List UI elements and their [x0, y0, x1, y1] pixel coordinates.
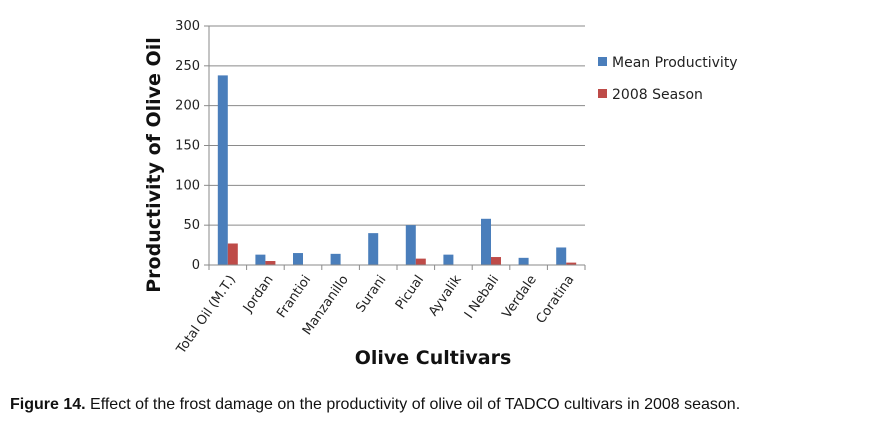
figure-caption-label: Figure 14. — [10, 396, 86, 413]
x-tick-label-i-nebali: I Nebali — [462, 273, 502, 322]
bar-2008-season-picual — [415, 258, 426, 265]
y-tick-label-50: 50 — [183, 218, 200, 233]
legend-label-2008-season: 2008 Season — [612, 87, 703, 103]
bar-mean-productivity-ayvalik — [443, 254, 454, 265]
bar-mean-productivity-i-nebali — [481, 218, 491, 265]
figure-caption: Figure 14. Effect of the frost damage on… — [10, 396, 875, 414]
bar-mean-productivity-jordan — [255, 254, 266, 265]
y-axis-title: Productivity of Olive Oil — [143, 37, 165, 293]
x-tick-label-jordan: Jordan — [240, 273, 277, 316]
bar-2008-season-total-oil-m-t — [227, 243, 238, 265]
bar-mean-productivity-verdale — [518, 257, 529, 265]
x-tick-label-verdale: Verdale — [500, 273, 540, 322]
x-tick-label-frantioi: Frantioi — [274, 273, 314, 321]
x-axis-title: Olive Cultivars — [355, 347, 512, 369]
bar-2008-season-jordan — [265, 261, 276, 265]
y-tick-label-100: 100 — [175, 178, 200, 193]
bar-mean-productivity-frantioi — [293, 253, 303, 265]
axes — [204, 25, 586, 270]
legend-label-mean-productivity: Mean Productivity — [612, 55, 738, 71]
x-tick-labels: Total Oil (M.T.) JordanFrantioiManzanillo… — [173, 272, 577, 357]
bar-mean-productivity-picual — [405, 225, 416, 265]
x-tick-label-ayvalik: Ayvalik — [426, 272, 465, 319]
y-tick-label-0: 0 — [192, 258, 200, 273]
bar-2008-season-coratina — [566, 262, 577, 265]
legend: Mean Productivity 2008 Season — [598, 55, 738, 103]
y-tick-label-200: 200 — [175, 99, 200, 114]
bar-chart: 0 50 100 150 200 250 300 Total Oil (M.T.) Jorda… — [143, 19, 738, 369]
bar-mean-productivity-total-oil-m-t — [217, 75, 228, 265]
gridlines — [209, 25, 585, 226]
bar-mean-productivity-manzanillo — [330, 253, 341, 265]
bar-mean-productivity-coratina — [556, 247, 567, 265]
y-tick-label-150: 150 — [175, 139, 200, 154]
y-tick-labels: 0 50 100 150 200 250 300 — [175, 19, 200, 273]
bar-mean-productivity-surani — [368, 233, 379, 265]
x-tick-label-total-oil-m-t: Total Oil (M.T.) — [173, 273, 239, 358]
legend-swatch-mean-productivity — [598, 57, 607, 66]
legend-swatch-2008-season — [598, 89, 607, 98]
bars — [217, 75, 577, 265]
figure-caption-text: Effect of the frost damage on the produc… — [85, 396, 741, 413]
x-tick-label-surani: Surani — [353, 273, 389, 316]
bar-2008-season-i-nebali — [491, 257, 501, 265]
x-tick-label-coratina: Coratina — [533, 273, 577, 327]
y-tick-label-300: 300 — [175, 19, 200, 34]
x-tick-label-picual: Picual — [393, 273, 427, 313]
y-tick-label-250: 250 — [175, 59, 200, 74]
